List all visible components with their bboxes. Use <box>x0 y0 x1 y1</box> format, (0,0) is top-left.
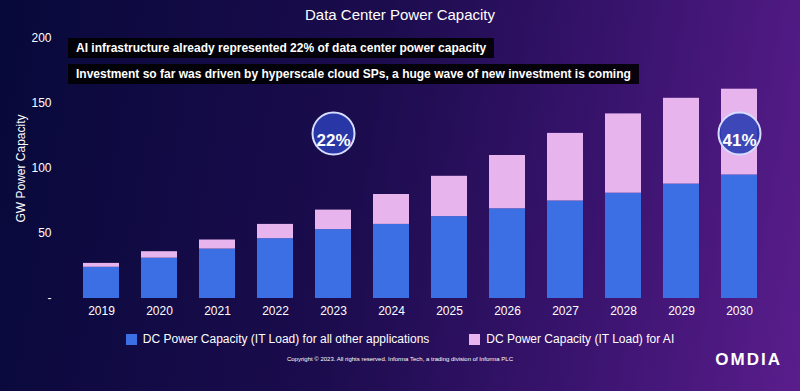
html-text:DC Power Capacity (IT Load) fo: DC Power Capacity (IT Load) for all othe… <box>142 332 430 346</box>
svg-text:2021: 2021 <box>204 304 231 318</box>
svg-text:41%: 41% <box>722 131 756 150</box>
svg-text:2022: 2022 <box>262 304 289 318</box>
svg-text:2024: 2024 <box>378 304 405 318</box>
svg-text:2030: 2030 <box>726 304 753 318</box>
svg-text:-: - <box>48 291 52 305</box>
svg-text:2026: 2026 <box>494 304 521 318</box>
svg-text:2019: 2019 <box>88 304 115 318</box>
html-text:AI infrastructure already repr: AI infrastructure already represented 22… <box>76 41 487 55</box>
svg-text:200: 200 <box>31 31 51 45</box>
svg-text:50: 50 <box>38 226 52 240</box>
svg-text:22%: 22% <box>316 131 350 150</box>
html-text:Investment so far was driven b: Investment so far was driven by hypersca… <box>76 67 631 81</box>
svg-text:100: 100 <box>31 161 51 175</box>
html-text:OMDIA: OMDIA <box>715 350 782 369</box>
svg-text:2023: 2023 <box>320 304 347 318</box>
svg-text:GW Power Capacity: GW Power Capacity <box>14 114 28 222</box>
svg-text:150: 150 <box>31 96 51 110</box>
svg-text:2025: 2025 <box>436 304 463 318</box>
html-text:DC Power Capacity (IT Load) fo: DC Power Capacity (IT Load) for AI <box>486 332 675 346</box>
html-text:Data Center Power Capacity: Data Center Power Capacity <box>305 6 495 23</box>
svg-text:2020: 2020 <box>146 304 173 318</box>
svg-text:2027: 2027 <box>552 304 579 318</box>
svg-text:2029: 2029 <box>668 304 695 318</box>
html-text:Copyright © 2023. All rights r: Copyright © 2023. All rights reserved. I… <box>287 356 513 362</box>
svg-text:2028: 2028 <box>610 304 637 318</box>
